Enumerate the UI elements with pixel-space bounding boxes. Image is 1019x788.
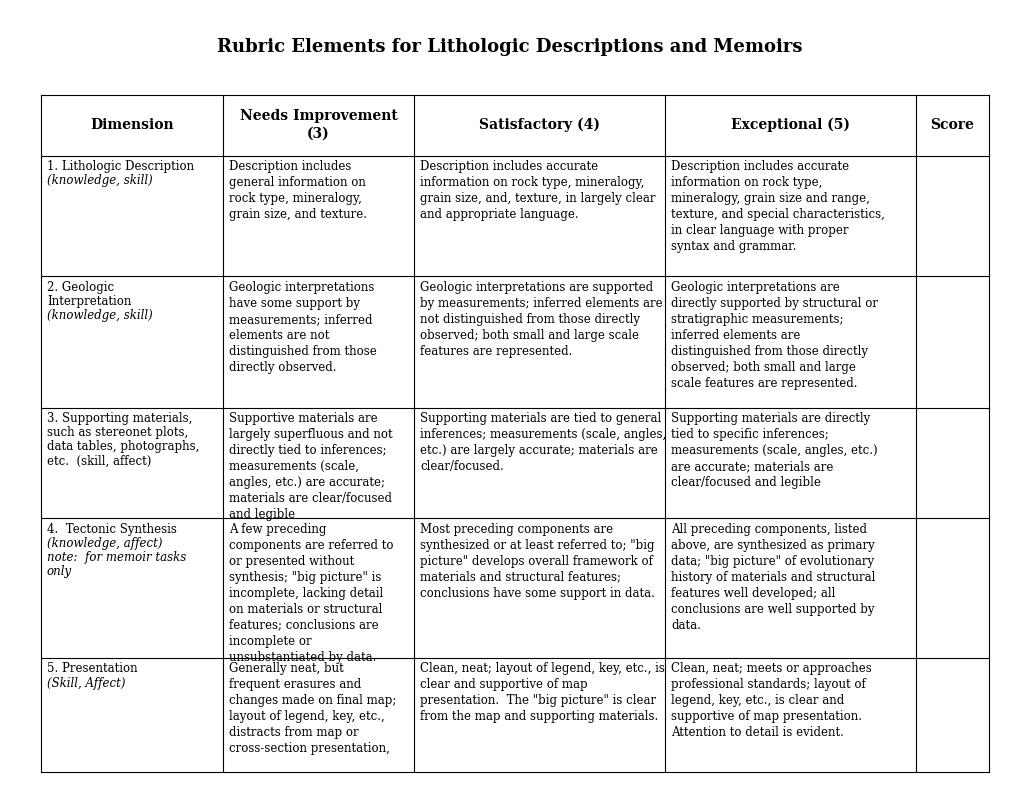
Text: Supporting materials are tied to general
inferences; measurements (scale, angles: Supporting materials are tied to general… xyxy=(420,412,666,474)
Text: data tables, photographs,: data tables, photographs, xyxy=(47,440,199,453)
Text: Supporting materials are directly
tied to specific inferences;
measurements (sca: Supporting materials are directly tied t… xyxy=(671,412,877,489)
Text: Geologic interpretations are supported
by measurements; inferred elements are
no: Geologic interpretations are supported b… xyxy=(420,281,662,358)
Text: Supportive materials are
largely superfluous and not
directly tied to inferences: Supportive materials are largely superfl… xyxy=(228,412,392,521)
Text: such as stereonet plots,: such as stereonet plots, xyxy=(47,426,187,440)
Text: 2. Geologic: 2. Geologic xyxy=(47,281,114,294)
Text: Exceptional (5): Exceptional (5) xyxy=(731,118,849,132)
Text: (knowledge, skill): (knowledge, skill) xyxy=(47,174,153,188)
Text: Geologic interpretations
have some support by
measurements; inferred
elements ar: Geologic interpretations have some suppo… xyxy=(228,281,376,374)
Text: Satisfactory (4): Satisfactory (4) xyxy=(479,118,599,132)
Text: Clean, neat; layout of legend, key, etc., is
clear and supportive of map
present: Clean, neat; layout of legend, key, etc.… xyxy=(420,663,664,723)
Text: Most preceding components are
synthesized or at least referred to; "big
picture": Most preceding components are synthesize… xyxy=(420,522,654,600)
Text: 1. Lithologic Description: 1. Lithologic Description xyxy=(47,160,194,173)
Text: Score: Score xyxy=(929,118,973,132)
Text: only: only xyxy=(47,565,72,578)
Text: Description includes accurate
information on rock type, mineralogy,
grain size, : Description includes accurate informatio… xyxy=(420,160,655,221)
Text: A few preceding
components are referred to
or presented without
synthesis; "big : A few preceding components are referred … xyxy=(228,522,393,663)
Text: 3. Supporting materials,: 3. Supporting materials, xyxy=(47,412,193,426)
Text: Description includes accurate
information on rock type,
mineralogy, grain size a: Description includes accurate informatio… xyxy=(671,160,884,254)
Text: Geologic interpretations are
directly supported by structural or
stratigraphic m: Geologic interpretations are directly su… xyxy=(671,281,877,390)
Text: Description includes
general information on
rock type, mineralogy,
grain size, a: Description includes general information… xyxy=(228,160,367,221)
Text: (knowledge, affect): (knowledge, affect) xyxy=(47,537,162,549)
Text: Clean, neat; meets or approaches
professional standards; layout of
legend, key, : Clean, neat; meets or approaches profess… xyxy=(671,663,871,739)
Text: 5. Presentation: 5. Presentation xyxy=(47,663,138,675)
Text: Rubric Elements for Lithologic Descriptions and Memoirs: Rubric Elements for Lithologic Descripti… xyxy=(217,39,802,56)
Text: Needs Improvement
(3): Needs Improvement (3) xyxy=(239,110,397,141)
Text: Dimension: Dimension xyxy=(90,118,173,132)
Text: (knowledge, skill): (knowledge, skill) xyxy=(47,309,153,322)
Text: Generally neat, but
frequent erasures and
changes made on final map;
layout of l: Generally neat, but frequent erasures an… xyxy=(228,663,395,756)
Text: (Skill, Affect): (Skill, Affect) xyxy=(47,677,125,690)
Text: etc.  (skill, affect): etc. (skill, affect) xyxy=(47,455,151,467)
Text: Interpretation: Interpretation xyxy=(47,295,131,308)
Text: All preceding components, listed
above, are synthesized as primary
data; "big pi: All preceding components, listed above, … xyxy=(671,522,874,631)
Text: note:  for memoir tasks: note: for memoir tasks xyxy=(47,551,186,563)
Text: 4.  Tectonic Synthesis: 4. Tectonic Synthesis xyxy=(47,522,176,536)
